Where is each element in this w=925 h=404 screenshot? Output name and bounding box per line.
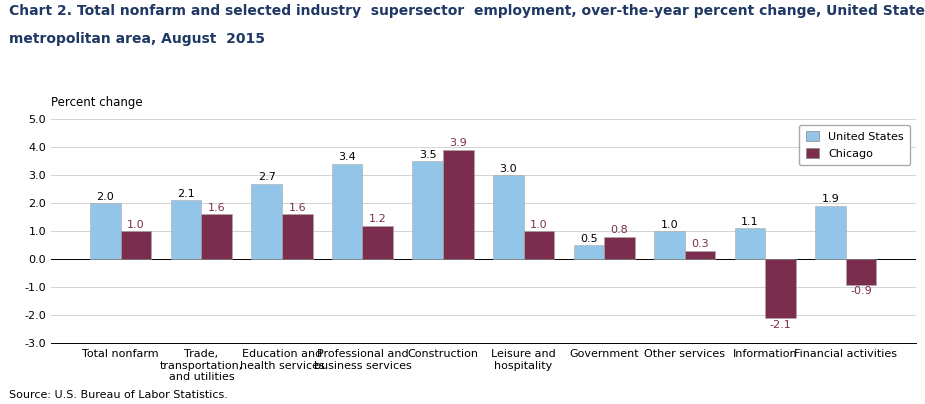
Text: metropolitan area, August  2015: metropolitan area, August 2015	[9, 32, 265, 46]
Bar	[524, 231, 554, 259]
Bar	[815, 206, 845, 259]
Text: -2.1: -2.1	[770, 320, 792, 330]
Bar	[363, 226, 393, 259]
Text: 1.6: 1.6	[208, 203, 226, 213]
Bar	[604, 237, 635, 259]
Bar	[202, 215, 232, 259]
Bar	[574, 245, 604, 259]
Text: 0.5: 0.5	[580, 234, 598, 244]
Text: 2.0: 2.0	[96, 191, 115, 202]
Text: 0.3: 0.3	[691, 239, 709, 249]
Text: 1.0: 1.0	[128, 220, 145, 229]
Text: 0.8: 0.8	[610, 225, 628, 235]
Text: 3.5: 3.5	[419, 149, 437, 160]
Text: -0.9: -0.9	[850, 286, 872, 296]
Text: 1.2: 1.2	[369, 214, 387, 224]
Bar	[765, 259, 795, 318]
Text: 1.6: 1.6	[289, 203, 306, 213]
Text: 3.4: 3.4	[339, 152, 356, 162]
Text: 3.0: 3.0	[500, 164, 517, 174]
Bar	[654, 231, 684, 259]
Text: 1.1: 1.1	[741, 217, 758, 227]
Text: 1.0: 1.0	[530, 220, 548, 229]
Text: 1.0: 1.0	[660, 220, 678, 229]
Bar	[845, 259, 877, 284]
Text: Percent change: Percent change	[51, 96, 142, 109]
Bar	[443, 150, 474, 259]
Text: 2.7: 2.7	[258, 172, 276, 182]
Bar	[734, 229, 765, 259]
Bar	[493, 175, 524, 259]
Bar	[332, 164, 363, 259]
Bar	[252, 184, 282, 259]
Text: Chart 2. Total nonfarm and selected industry  supersector  employment, over-the-: Chart 2. Total nonfarm and selected indu…	[9, 4, 925, 18]
Bar	[91, 203, 121, 259]
Text: 1.9: 1.9	[821, 194, 839, 204]
Text: 2.1: 2.1	[178, 189, 195, 199]
Legend: United States, Chicago: United States, Chicago	[799, 125, 910, 165]
Text: Source: U.S. Bureau of Labor Statistics.: Source: U.S. Bureau of Labor Statistics.	[9, 390, 228, 400]
Bar	[121, 231, 152, 259]
Bar	[171, 200, 202, 259]
Bar	[413, 161, 443, 259]
Bar	[282, 215, 313, 259]
Text: 3.9: 3.9	[450, 138, 467, 148]
Bar	[684, 251, 715, 259]
